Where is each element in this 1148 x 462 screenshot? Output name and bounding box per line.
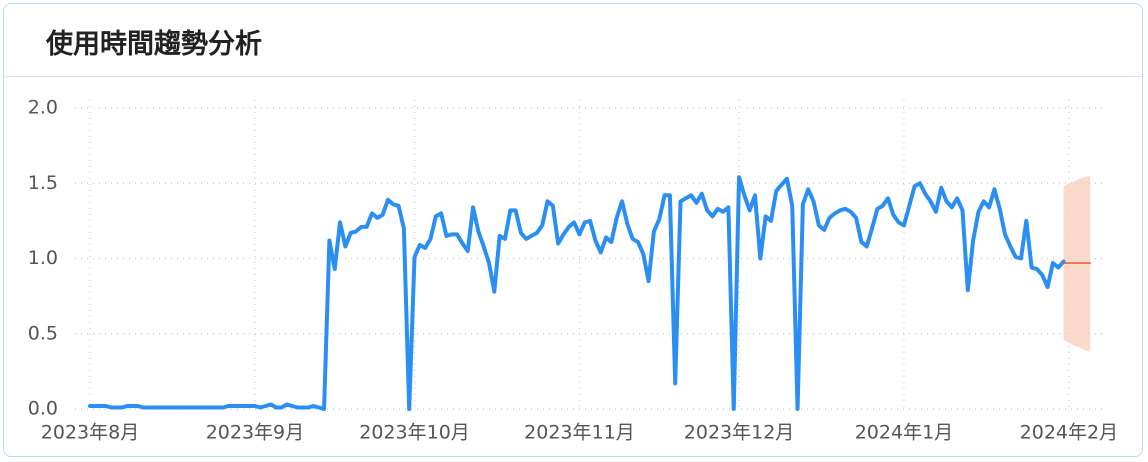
- series-line: [88, 175, 1066, 411]
- x-tick-label: 2023年11月: [524, 422, 635, 444]
- card-header: 使用時間趨勢分析: [4, 4, 1142, 77]
- y-tick-label: 0.5: [28, 322, 58, 344]
- y-tick-label: 0.0: [28, 398, 58, 420]
- y-tick-label: 2.0: [28, 97, 58, 119]
- card-title: 使用時間趨勢分析: [46, 29, 262, 60]
- x-tick-label: 2023年12月: [684, 422, 795, 444]
- x-tick-label: 2024年2月: [1020, 422, 1118, 444]
- y-tick-label: 1.0: [28, 247, 58, 269]
- trend-card: 使用時間趨勢分析: [3, 3, 1143, 457]
- x-tick-label: 2023年10月: [359, 422, 470, 444]
- x-tick-label: 2023年9月: [206, 422, 304, 444]
- y-tick-label: 1.5: [28, 172, 58, 194]
- x-tick-label: 2024年1月: [855, 422, 953, 444]
- x-tick-label: 2023年8月: [41, 422, 139, 444]
